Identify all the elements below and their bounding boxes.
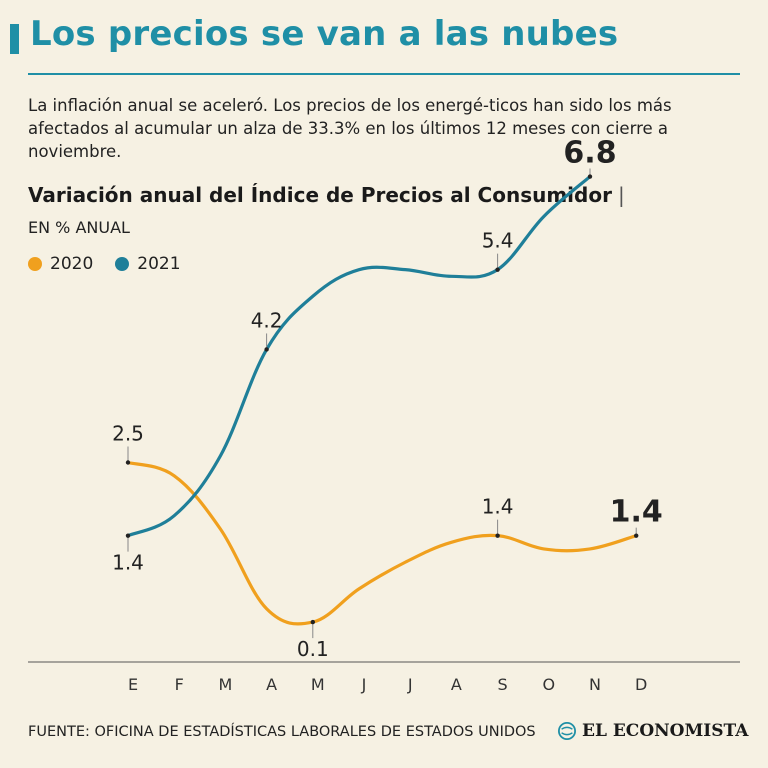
- logo-text: EL ECONOMISTA: [582, 721, 749, 741]
- data-label: 2.5: [112, 422, 144, 446]
- chart-legend: 2020 2021: [28, 254, 181, 274]
- chart-title: Variación anual del Índice de Precios al…: [28, 183, 625, 207]
- title-accent-bar: [10, 24, 19, 54]
- x-tick-label: A: [266, 675, 277, 694]
- annotation-point: [125, 533, 131, 538]
- series-line-2020: [126, 460, 638, 626]
- annotation-point: [634, 533, 639, 538]
- annotation-point: [310, 619, 315, 625]
- legend-item-2020: 2020: [28, 254, 93, 274]
- x-tick-label: M: [218, 675, 232, 694]
- logo-globe-icon: [558, 722, 576, 740]
- legend-label-2020: 2020: [50, 254, 94, 274]
- data-label: 4.2: [251, 308, 283, 332]
- x-tick-label: A: [451, 675, 462, 694]
- x-tick-label: J: [407, 675, 413, 694]
- page-title: Los precios se van a las nubes: [30, 14, 619, 54]
- x-tick-label: M: [311, 675, 325, 694]
- x-tick-label: O: [543, 675, 556, 694]
- source-note: FUENTE: OFICINA DE ESTADÍSTICAS LABORALE…: [28, 724, 536, 740]
- chart-units: EN % ANUAL: [28, 218, 130, 237]
- legend-dot-2020: [28, 257, 42, 271]
- title-divider: [28, 73, 740, 75]
- subtitle-text: La inflación anual se aceleró. Los preci…: [28, 96, 672, 161]
- data-label: 1.4: [112, 551, 144, 575]
- annotation-point: [125, 460, 131, 465]
- data-label: 1.4: [610, 495, 663, 530]
- chart-title-separator: |: [617, 183, 625, 207]
- legend-dot-2021: [115, 257, 130, 271]
- publisher-logo: EL ECONOMISTA: [558, 721, 748, 741]
- legend-item-2021: 2021: [115, 254, 181, 274]
- x-tick-label: E: [128, 675, 138, 694]
- data-label: 6.8: [563, 136, 616, 171]
- data-label: 1.4: [482, 495, 514, 519]
- data-label: 0.1: [297, 637, 329, 661]
- annotation-point: [495, 533, 500, 538]
- x-tick-label: D: [635, 675, 647, 694]
- chart-title-text: Variación anual del Índice de Precios al…: [28, 183, 612, 207]
- x-tick-label: N: [589, 675, 601, 694]
- series-line-2021: [126, 174, 592, 538]
- x-tick-label: F: [175, 675, 184, 694]
- annotation-point: [495, 267, 500, 272]
- annotation-point: [587, 174, 593, 179]
- x-tick-label: J: [361, 675, 367, 694]
- legend-label-2021: 2021: [137, 254, 181, 274]
- annotation-point: [264, 347, 269, 352]
- x-tick-label: S: [498, 675, 508, 694]
- data-label: 5.4: [482, 229, 514, 253]
